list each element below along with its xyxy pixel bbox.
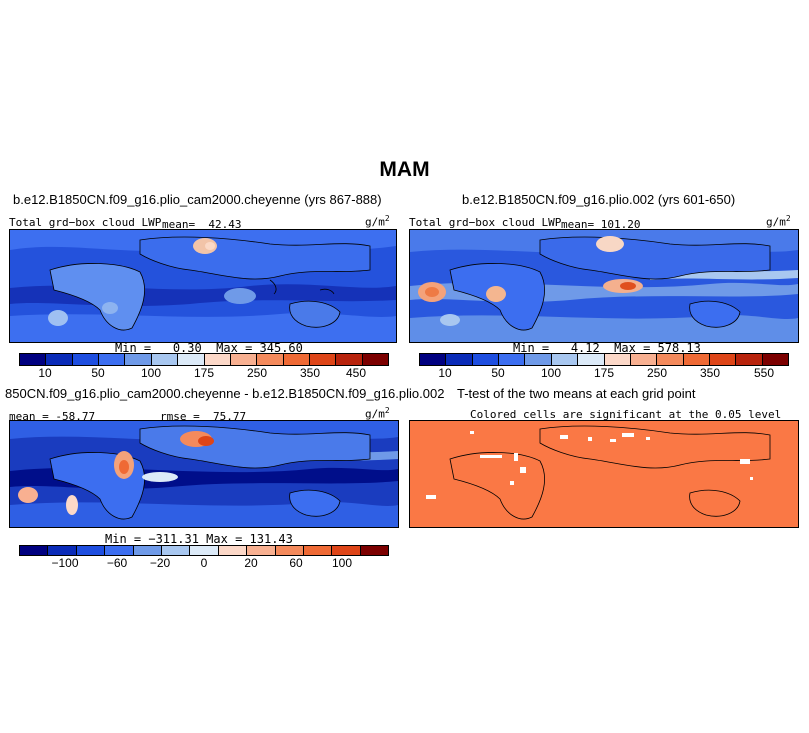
colorbar-tick-label: 100 [140,366,162,380]
panel-3-rmse: rmse = 75.77 [160,410,247,423]
colorbar-tick-label: 20 [244,556,258,570]
colorbar-swatch [657,354,684,365]
colorbar-tick-label: 10 [38,366,52,380]
colorbar-swatch [190,546,219,555]
panel-1-map [9,229,397,343]
colorbar-swatch [525,354,552,365]
colorbar-swatch [125,354,152,365]
colorbar-swatch [178,354,205,365]
colorbar-tick-label: 50 [91,366,105,380]
panel-2-colorbar [419,353,789,366]
panel-2-mean: mean= 101.20 [561,218,641,231]
colorbar-swatch [420,354,447,365]
colorbar-swatch [578,354,605,365]
panel-2-title: b.e12.B1850CN.f09_g16.plio.002 (yrs 601-… [462,192,736,207]
colorbar-tick-label: 350 [299,366,321,380]
panel-3-units: g/m2 [365,406,390,421]
panel-3-title: 850CN.f09_g16.plio_cam2000.cheyenne - b.… [5,386,445,401]
colorbar-swatch [362,354,389,365]
panel-4-map [409,420,799,528]
colorbar-tick-label: −100 [51,556,79,570]
colorbar-tick-label: −60 [106,556,128,570]
colorbar-swatch [20,546,49,555]
colorbar-tick-label: 175 [593,366,615,380]
colorbar-swatch [472,354,500,365]
colorbar-swatch [736,354,763,365]
colorbar-swatch [283,354,310,365]
colorbar-swatch [499,354,526,365]
colorbar-tick-label: 0 [200,556,208,570]
colorbar-swatch [48,546,77,555]
colorbar-swatch [551,354,579,365]
colorbar-swatch [309,354,337,365]
colorbar-tick-label: 250 [246,366,268,380]
colorbar-swatch [105,546,134,555]
colorbar-swatch [275,546,304,555]
colorbar-swatch [46,354,73,365]
colorbar-swatch [604,354,631,365]
colorbar-tick-label: 175 [193,366,215,380]
colorbar-tick-label: 250 [646,366,668,380]
colorbar-swatch [360,546,389,555]
panel-1-variable: Total grd−box cloud LWP [9,216,162,229]
panel-3-colorbar [19,545,389,556]
colorbar-tick-label: −20 [149,556,171,570]
panel-1-units: g/m2 [365,214,390,229]
colorbar-swatch [303,546,333,555]
colorbar-tick-label: 100 [331,556,353,570]
colorbar-swatch [99,354,126,365]
colorbar-tick-label: 60 [289,556,303,570]
colorbar-swatch [683,354,710,365]
colorbar-swatch [20,354,47,365]
panel-4-subtitle: Colored cells are significant at the 0.0… [470,408,782,421]
colorbar-swatch [133,546,162,555]
panel-1-title: b.e12.B1850CN.f09_g16.plio_cam2000.cheye… [13,192,382,207]
colorbar-swatch [336,354,363,365]
colorbar-swatch [762,354,789,365]
colorbar-tick-label: 100 [540,366,562,380]
colorbar-swatch [630,354,658,365]
colorbar-swatch [218,546,248,555]
colorbar-swatch [151,354,179,365]
panel-4-title: T-test of the two means at each grid poi… [457,386,696,401]
colorbar-swatch [161,546,191,555]
colorbar-tick-label: 350 [699,366,721,380]
colorbar-swatch [76,546,106,555]
panel-1-mean: mean= 42.43 [162,218,242,231]
colorbar-swatch [709,354,737,365]
panel-2-minmax: Min = 4.12 Max = 578.13 [513,341,701,355]
colorbar-swatch [72,354,100,365]
panel-2-map [409,229,799,343]
main-title: MAM [379,158,430,181]
panel-3-minmax: Min = −311.31 Max = 131.43 [105,532,293,546]
panel-2-units: g/m2 [766,214,791,229]
colorbar-swatch [446,354,473,365]
panel-2-variable: Total grd−box cloud LWP [409,216,562,229]
colorbar-swatch [332,546,361,555]
colorbar-tick-label: 450 [345,366,367,380]
panel-3-mean: mean = -58.77 [9,410,96,423]
panel-1-minmax: Min = 0.30 Max = 345.60 [115,341,303,355]
colorbar-swatch [230,354,258,365]
colorbar-swatch [247,546,276,555]
panel-1-colorbar [19,353,389,366]
colorbar-tick-label: 550 [753,366,775,380]
colorbar-tick-label: 10 [438,366,452,380]
colorbar-swatch [257,354,284,365]
panel-3-map [9,420,399,528]
colorbar-tick-label: 50 [491,366,505,380]
colorbar-swatch [204,354,231,365]
